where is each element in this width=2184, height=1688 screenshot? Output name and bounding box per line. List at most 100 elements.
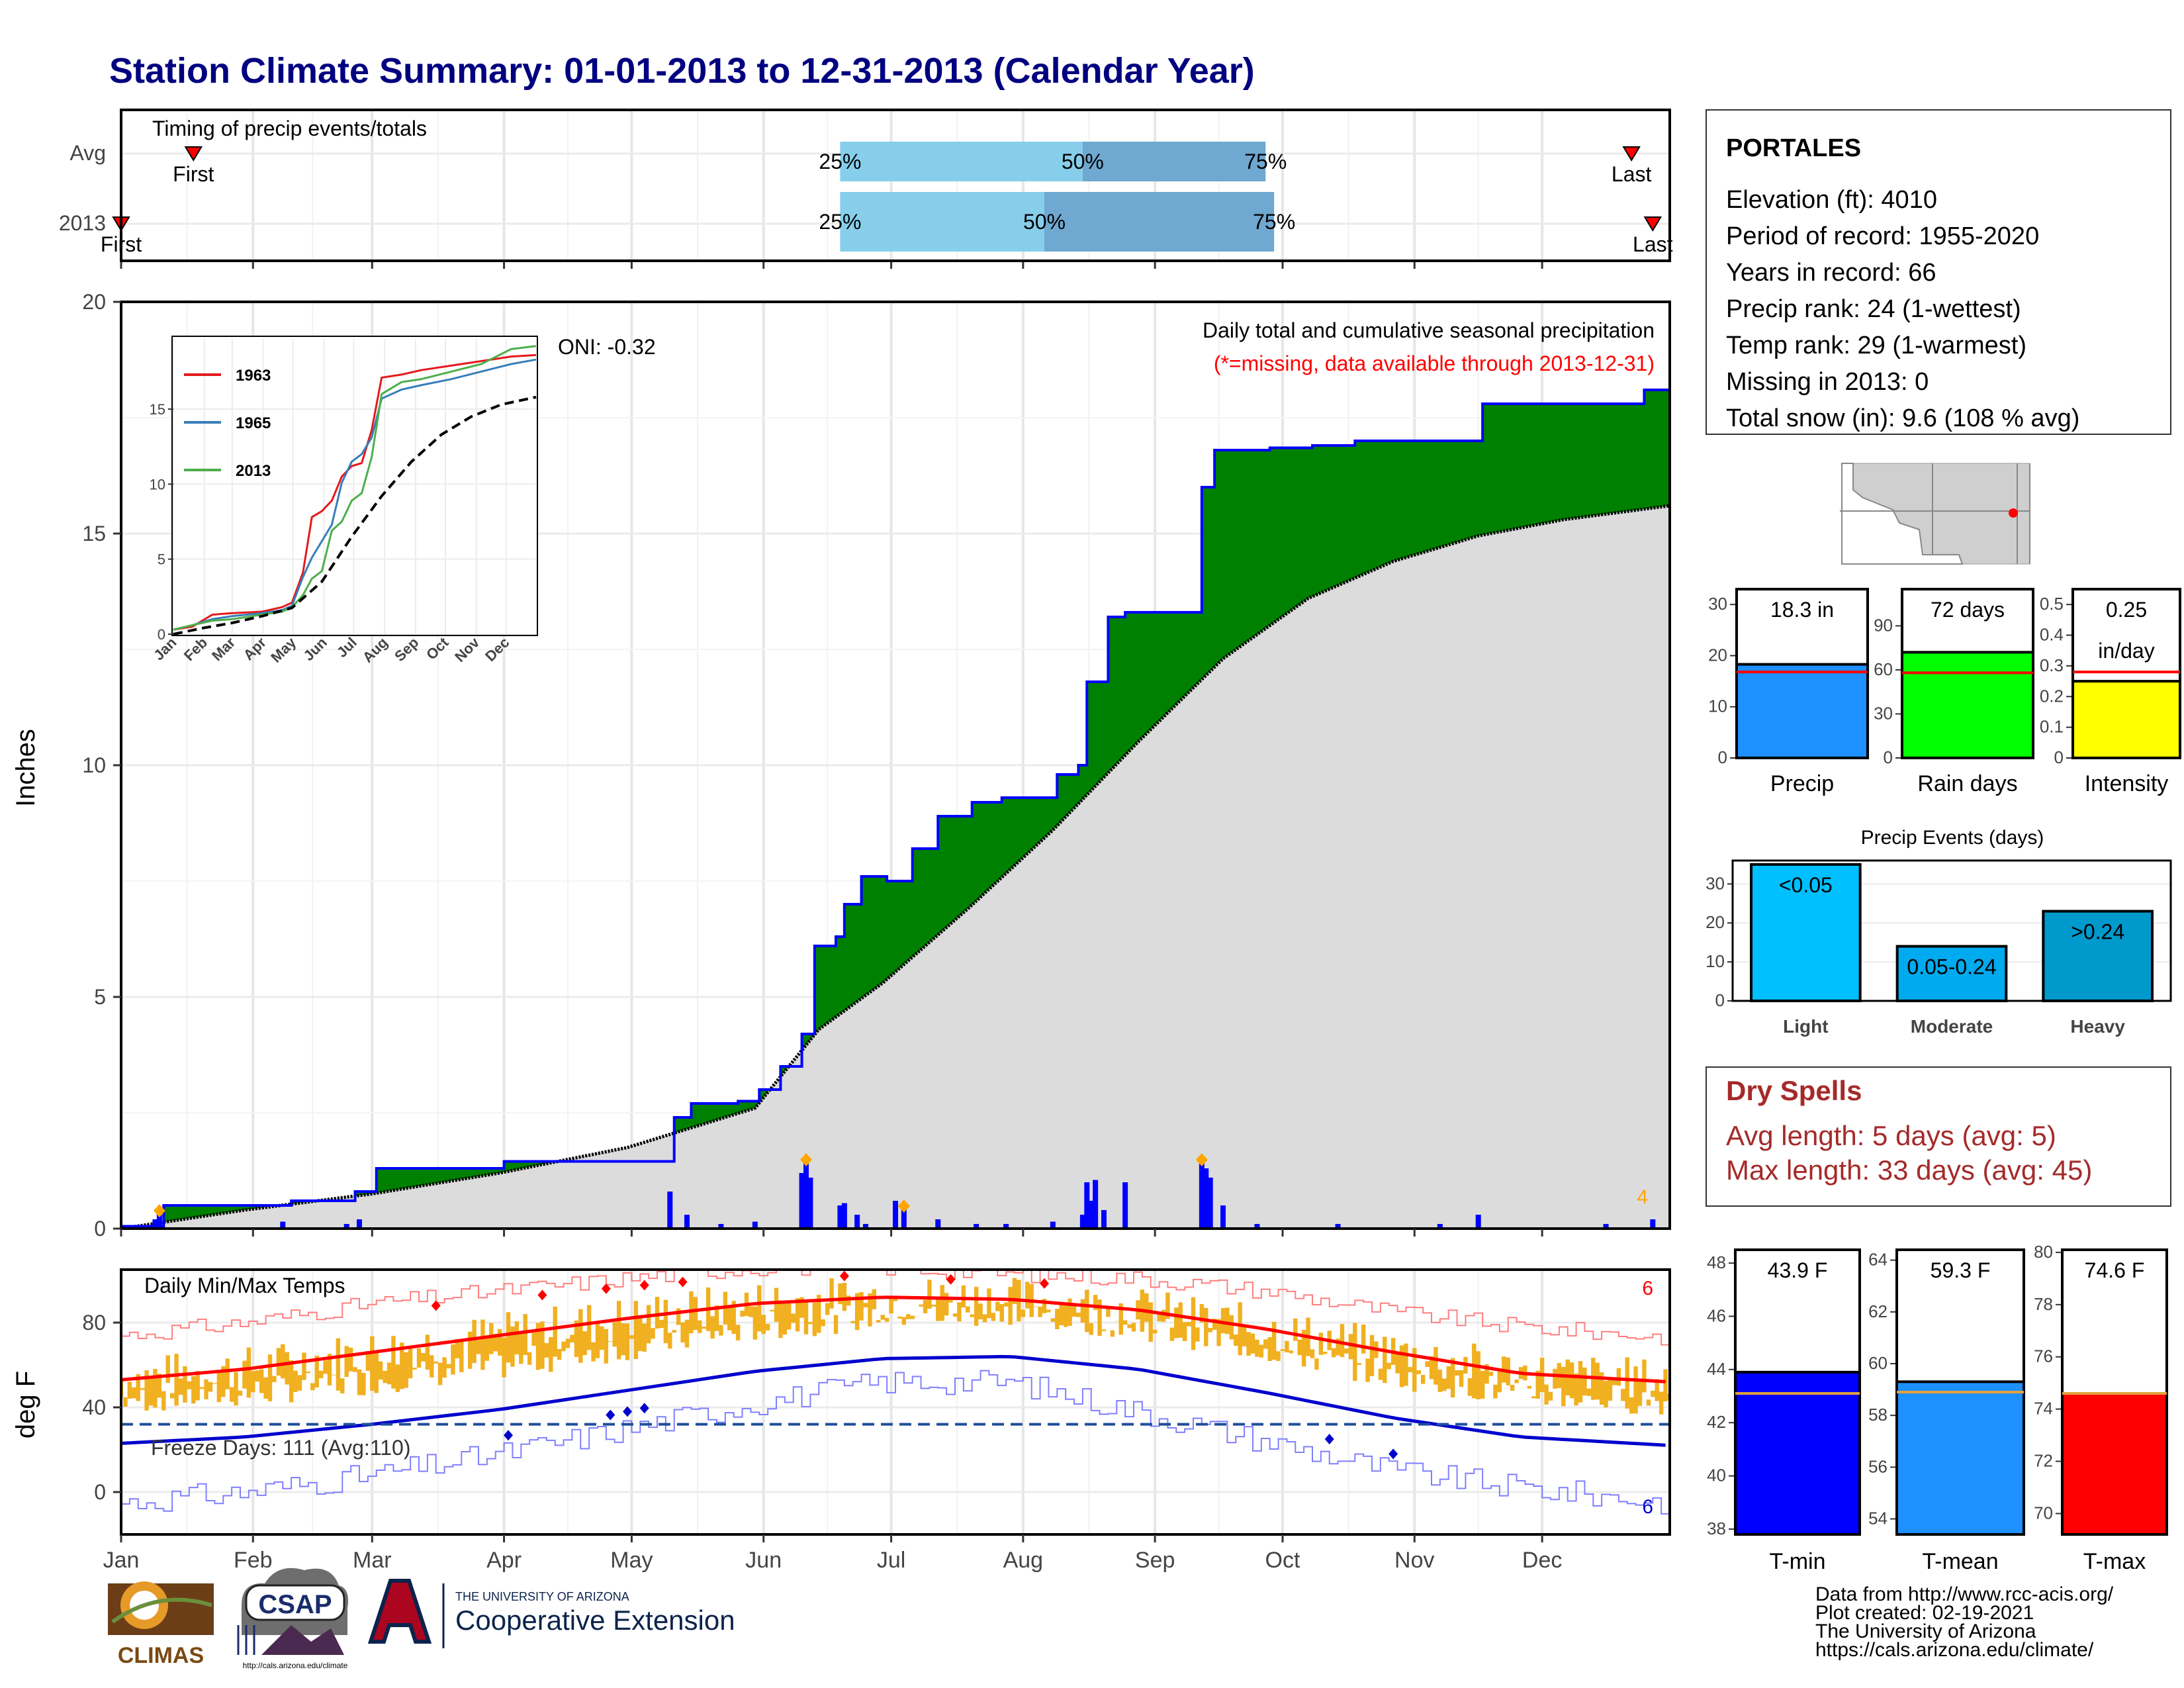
precip-daily-bar xyxy=(1199,1164,1205,1229)
precip-daily-bar xyxy=(1084,1182,1090,1229)
temp-mean-bar xyxy=(1895,1380,2025,1536)
station-temp-rank: Temp rank: 29 (1-warmest) xyxy=(1726,332,2026,359)
precip-daily-bar xyxy=(1122,1182,1128,1229)
precip-events-bar-label: >0.24 xyxy=(2071,920,2124,944)
csap-url-text: http://cals.arizona.edu/climate xyxy=(243,1661,348,1670)
precip-daily-bar xyxy=(1093,1180,1099,1229)
page-title: Station Climate Summary: 01-01-2013 to 1… xyxy=(109,51,1255,91)
month-tick-label: May xyxy=(610,1548,653,1573)
precip-y-label: Inches xyxy=(11,729,40,807)
precip-daily-bar xyxy=(893,1201,898,1229)
precip-daily-bar xyxy=(1254,1224,1260,1229)
inset-legend-label: 2013 xyxy=(236,462,271,480)
logos: CLIMAS CSAP http://cals.arizona.edu/clim… xyxy=(108,1568,735,1670)
temp-record-high-marker xyxy=(601,1283,611,1294)
precip-daily-bar xyxy=(357,1219,362,1229)
precip-daily-bar xyxy=(841,1203,847,1229)
precip-daily-bar xyxy=(1088,1201,1094,1229)
precip-daily-bar xyxy=(799,1173,805,1229)
timing-last-marker-avg xyxy=(1622,146,1641,162)
precip-extreme-marker xyxy=(800,1153,812,1166)
precip-caption: Daily total and cumulative seasonal prec… xyxy=(1203,318,1655,342)
inset-series-line xyxy=(173,345,537,631)
month-tick-label: Nov xyxy=(1394,1548,1434,1573)
precip-daily-bar xyxy=(280,1221,286,1229)
precip-missing-note: (*=missing, data available through 2013-… xyxy=(1214,352,1655,375)
temp-record-low-line xyxy=(121,1370,1670,1515)
temp-max-y-tick-label: 76 xyxy=(2034,1346,2053,1366)
precip-daily-bar xyxy=(854,1215,860,1229)
annual-precip-bars: 0 10 20 30 18.3 in Precip 0 30 60 90 72 days Rain d… xyxy=(1708,588,2181,796)
inset-y-tick-label: 5 xyxy=(158,551,165,568)
precip-y-tick-label: 0 xyxy=(94,1217,106,1241)
temp-min-y-tick-label: 38 xyxy=(1707,1519,1726,1538)
temp-min-category-label: T-min xyxy=(1770,1549,1826,1574)
temp-mean-y-tick-label: 58 xyxy=(1868,1405,1888,1425)
precip-events-title: Precip Events (days) xyxy=(1861,827,2044,849)
temp-record-low-marker xyxy=(504,1430,513,1441)
temp-max-bar xyxy=(2061,1391,2168,1536)
precip-daily-bar xyxy=(752,1221,758,1229)
precip-events-category-label: Heavy xyxy=(2070,1016,2125,1037)
timing-q50-avg: 50% xyxy=(1062,150,1104,173)
precip-daily-bar xyxy=(1220,1205,1226,1229)
intensity-value-label: 0.25 xyxy=(2106,598,2147,622)
precip-daily-bar xyxy=(156,1215,162,1229)
freeze-days-label: Freeze Days: 111 (Avg:110) xyxy=(151,1436,410,1460)
station-missing: Missing in 2013: 0 xyxy=(1726,368,1929,396)
temp-record-high-line xyxy=(121,1270,1670,1346)
temp-min-y-tick-label: 48 xyxy=(1707,1252,1726,1272)
credit-plot-created: Plot created: 02-19-2021 xyxy=(1815,1602,2034,1624)
timing-last-marker-2013 xyxy=(1643,216,1662,232)
temp-min-value-label: 43.9 F xyxy=(1768,1258,1828,1282)
temp-max-y-tick-label: 70 xyxy=(2034,1503,2053,1523)
temp-record-high-marker xyxy=(946,1274,956,1285)
intensity-value-label: in/day xyxy=(2098,639,2154,663)
ua-logo-small-text: THE UNIVERSITY OF ARIZONA xyxy=(455,1590,629,1603)
precip-total-y-tick-label: 30 xyxy=(1708,594,1727,614)
station-elevation: Elevation (ft): 4010 xyxy=(1726,186,1937,214)
precip-daily-bar xyxy=(974,1224,979,1229)
temp-avg-min-line xyxy=(121,1354,1666,1447)
temp-record-high-marker xyxy=(537,1289,547,1301)
dry-spells-max: Max length: 33 days (avg: 45) xyxy=(1726,1154,2092,1186)
precip-extreme-marker xyxy=(1195,1153,1208,1166)
temp-max-y-tick-label: 74 xyxy=(2034,1399,2053,1419)
temp-max-y-tick-label: 78 xyxy=(2034,1294,2053,1314)
credit-university: The University of Arizona xyxy=(1815,1620,2036,1642)
inset-series-line xyxy=(173,358,537,631)
intensity-y-tick-label: 0.2 xyxy=(2040,686,2064,706)
credits: Data from http://www.rcc-acis.org/ Plot … xyxy=(1815,1583,2114,1661)
station-precip-rank: Precip rank: 24 (1-wettest) xyxy=(1726,295,2021,323)
csap-logo: CSAP http://cals.arizona.edu/climate xyxy=(237,1568,349,1670)
timing-bar-upper-2013 xyxy=(1044,192,1275,252)
precip-extreme-marker xyxy=(153,1204,165,1217)
intensity-y-tick-label: 0.1 xyxy=(2040,717,2064,737)
csap-logo-text: CSAP xyxy=(258,1590,332,1619)
precip-daily-bar xyxy=(1207,1178,1213,1229)
station-location-marker xyxy=(2009,508,2018,518)
timing-last-label-avg: Last xyxy=(1612,162,1652,186)
precip-total-value-label: 18.3 in xyxy=(1770,598,1834,622)
temp-y-tick-label: 0 xyxy=(94,1480,106,1504)
month-tick-label: Jun xyxy=(745,1548,782,1573)
precip-daily-bar xyxy=(1203,1168,1209,1229)
timing-q75-2013: 75% xyxy=(1253,210,1295,234)
ua-logo-big-text: Cooperative Extension xyxy=(455,1605,735,1636)
temp-mean-y-tick-label: 56 xyxy=(1868,1456,1888,1476)
temp-min-bar xyxy=(1734,1370,1861,1536)
inset-series-line xyxy=(173,353,537,631)
precip-daily-bar xyxy=(935,1219,941,1229)
intensity-bar xyxy=(2071,680,2181,760)
precip-events-category-label: Moderate xyxy=(1911,1016,1993,1037)
temp-mean-y-tick-label: 62 xyxy=(1868,1301,1888,1321)
inset-series-line xyxy=(173,395,537,635)
timing-q25-2013: 25% xyxy=(819,210,861,234)
month-tick-label: Dec xyxy=(1522,1548,1562,1573)
climas-logo: CLIMAS xyxy=(108,1581,214,1668)
precip-y-tick-label: 15 xyxy=(82,522,106,545)
precip-events-bar-label: <0.05 xyxy=(1779,873,1833,897)
precip-total-y-tick-label: 0 xyxy=(1718,747,1727,767)
dry-spells-avg: Avg length: 5 days (avg: 5) xyxy=(1726,1120,2056,1151)
